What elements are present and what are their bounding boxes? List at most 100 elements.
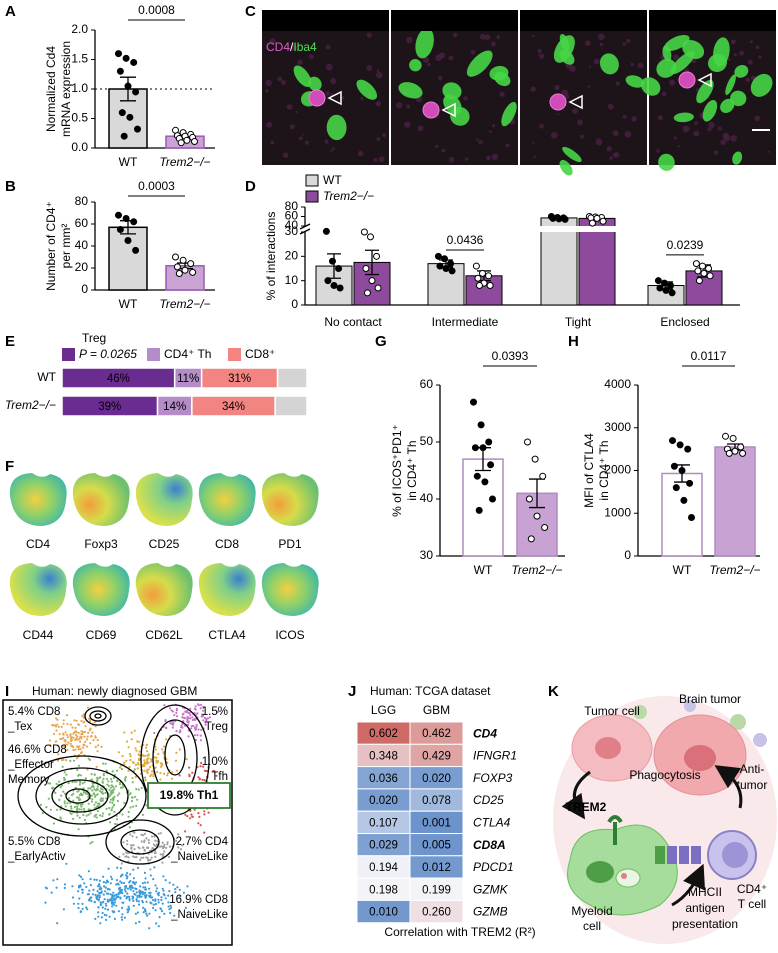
scatter-dot <box>142 846 145 849</box>
scatter-dot <box>96 785 99 788</box>
scatter-dot <box>137 763 140 766</box>
scatter-dot <box>115 879 118 882</box>
microglia <box>658 153 675 171</box>
scatter-dot <box>161 902 164 905</box>
row-label: GZMK <box>473 882 509 896</box>
data-point <box>187 260 195 268</box>
scatter-dot <box>101 906 104 909</box>
background-speckle <box>624 130 632 138</box>
x-tick-label: Trem2−/− <box>709 563 760 577</box>
background-speckle <box>325 91 330 96</box>
scatter-dot <box>168 845 172 848</box>
scatter-dot <box>171 710 175 713</box>
scatter-dot <box>96 890 99 893</box>
background-speckle <box>427 62 431 67</box>
scatter-dot <box>150 760 153 763</box>
scatter-dot <box>122 841 125 844</box>
background-speckle <box>677 145 680 148</box>
scatter-dot <box>199 824 202 827</box>
background-speckle <box>747 59 753 65</box>
scatter-dot <box>126 892 129 895</box>
scatter-dot <box>98 814 102 817</box>
trem2-receptor <box>607 815 623 845</box>
scatter-dot <box>54 791 57 795</box>
y-tick-label: 60 <box>420 377 434 391</box>
image-header <box>262 10 389 31</box>
scatter-dot <box>144 779 147 782</box>
data-point <box>440 255 448 263</box>
data-point <box>684 445 692 453</box>
background-speckle <box>599 42 604 47</box>
scatter-dot <box>203 831 206 834</box>
scatter-dot <box>124 885 127 888</box>
scatter-dot <box>95 816 98 819</box>
scatter-dot <box>74 738 77 741</box>
scatter-dot <box>100 797 103 800</box>
scatter-dot <box>62 736 65 740</box>
scatter-dot <box>49 808 52 811</box>
column-label: LGG <box>371 703 396 717</box>
scatter-dot <box>73 719 76 722</box>
scatter-dot <box>154 909 157 912</box>
data-point <box>130 218 138 226</box>
scatter-dot <box>77 731 80 735</box>
scatter-dot <box>111 895 114 899</box>
scatter-dot <box>96 787 99 790</box>
scatter-dot <box>143 849 146 852</box>
scatter-dot <box>132 805 135 808</box>
scatter-dot <box>88 899 91 902</box>
scatter-dot <box>145 762 148 765</box>
background-speckle <box>376 137 381 141</box>
scatter-dot <box>110 875 113 878</box>
row-label: GZMB <box>473 905 508 919</box>
scatter-dot <box>163 772 166 775</box>
background-speckle <box>637 62 644 69</box>
scatter-dot <box>81 746 85 749</box>
scatter-dot <box>157 925 160 928</box>
scatter-dot <box>95 806 98 809</box>
y-tick-label: 0 <box>81 282 88 296</box>
diagram-label: Tumor cell <box>584 704 640 718</box>
mhcii <box>655 846 665 864</box>
scatter-dot <box>125 759 128 763</box>
scatter-dot <box>69 739 73 743</box>
scatter-dot <box>109 821 112 824</box>
scatter-dot <box>129 888 132 891</box>
cd4-cell <box>308 89 326 107</box>
scatter-dot <box>148 891 151 894</box>
microglia <box>673 112 694 123</box>
scatter-dot <box>105 807 108 811</box>
y-tick-label: 2000 <box>604 463 631 477</box>
scatter-dot <box>82 813 85 817</box>
background-speckle <box>708 121 715 129</box>
scatter-dot <box>69 801 72 805</box>
scatter-dot <box>47 797 50 800</box>
data-label: 46% <box>107 373 130 385</box>
tcr <box>667 846 677 864</box>
data-point <box>124 237 132 244</box>
scatter-dot <box>154 745 157 748</box>
data-point <box>669 437 676 445</box>
background-speckle <box>406 36 413 44</box>
scatter-dot <box>51 723 54 727</box>
scatter-dot <box>153 731 156 735</box>
scatter-dot <box>108 801 112 804</box>
marker-label: CD25 <box>149 537 180 551</box>
microglia <box>415 28 434 59</box>
scatter-dot <box>91 840 94 844</box>
scatter-dot <box>146 760 149 763</box>
scatter-dot <box>147 858 150 862</box>
data-point <box>330 282 338 290</box>
scatter-dot <box>123 731 126 734</box>
scatter-dot <box>69 723 72 726</box>
scatter-dot <box>101 901 104 904</box>
panel-letter: A <box>5 3 16 20</box>
image-label: Tight <box>570 13 597 27</box>
scatter-dot <box>81 803 84 806</box>
scatter-dot <box>115 896 118 899</box>
microglia <box>730 90 747 107</box>
scatter-dot <box>78 874 81 877</box>
scatter-dot <box>155 922 158 925</box>
scatter-dot <box>63 886 66 890</box>
scatter-dot <box>80 730 83 733</box>
